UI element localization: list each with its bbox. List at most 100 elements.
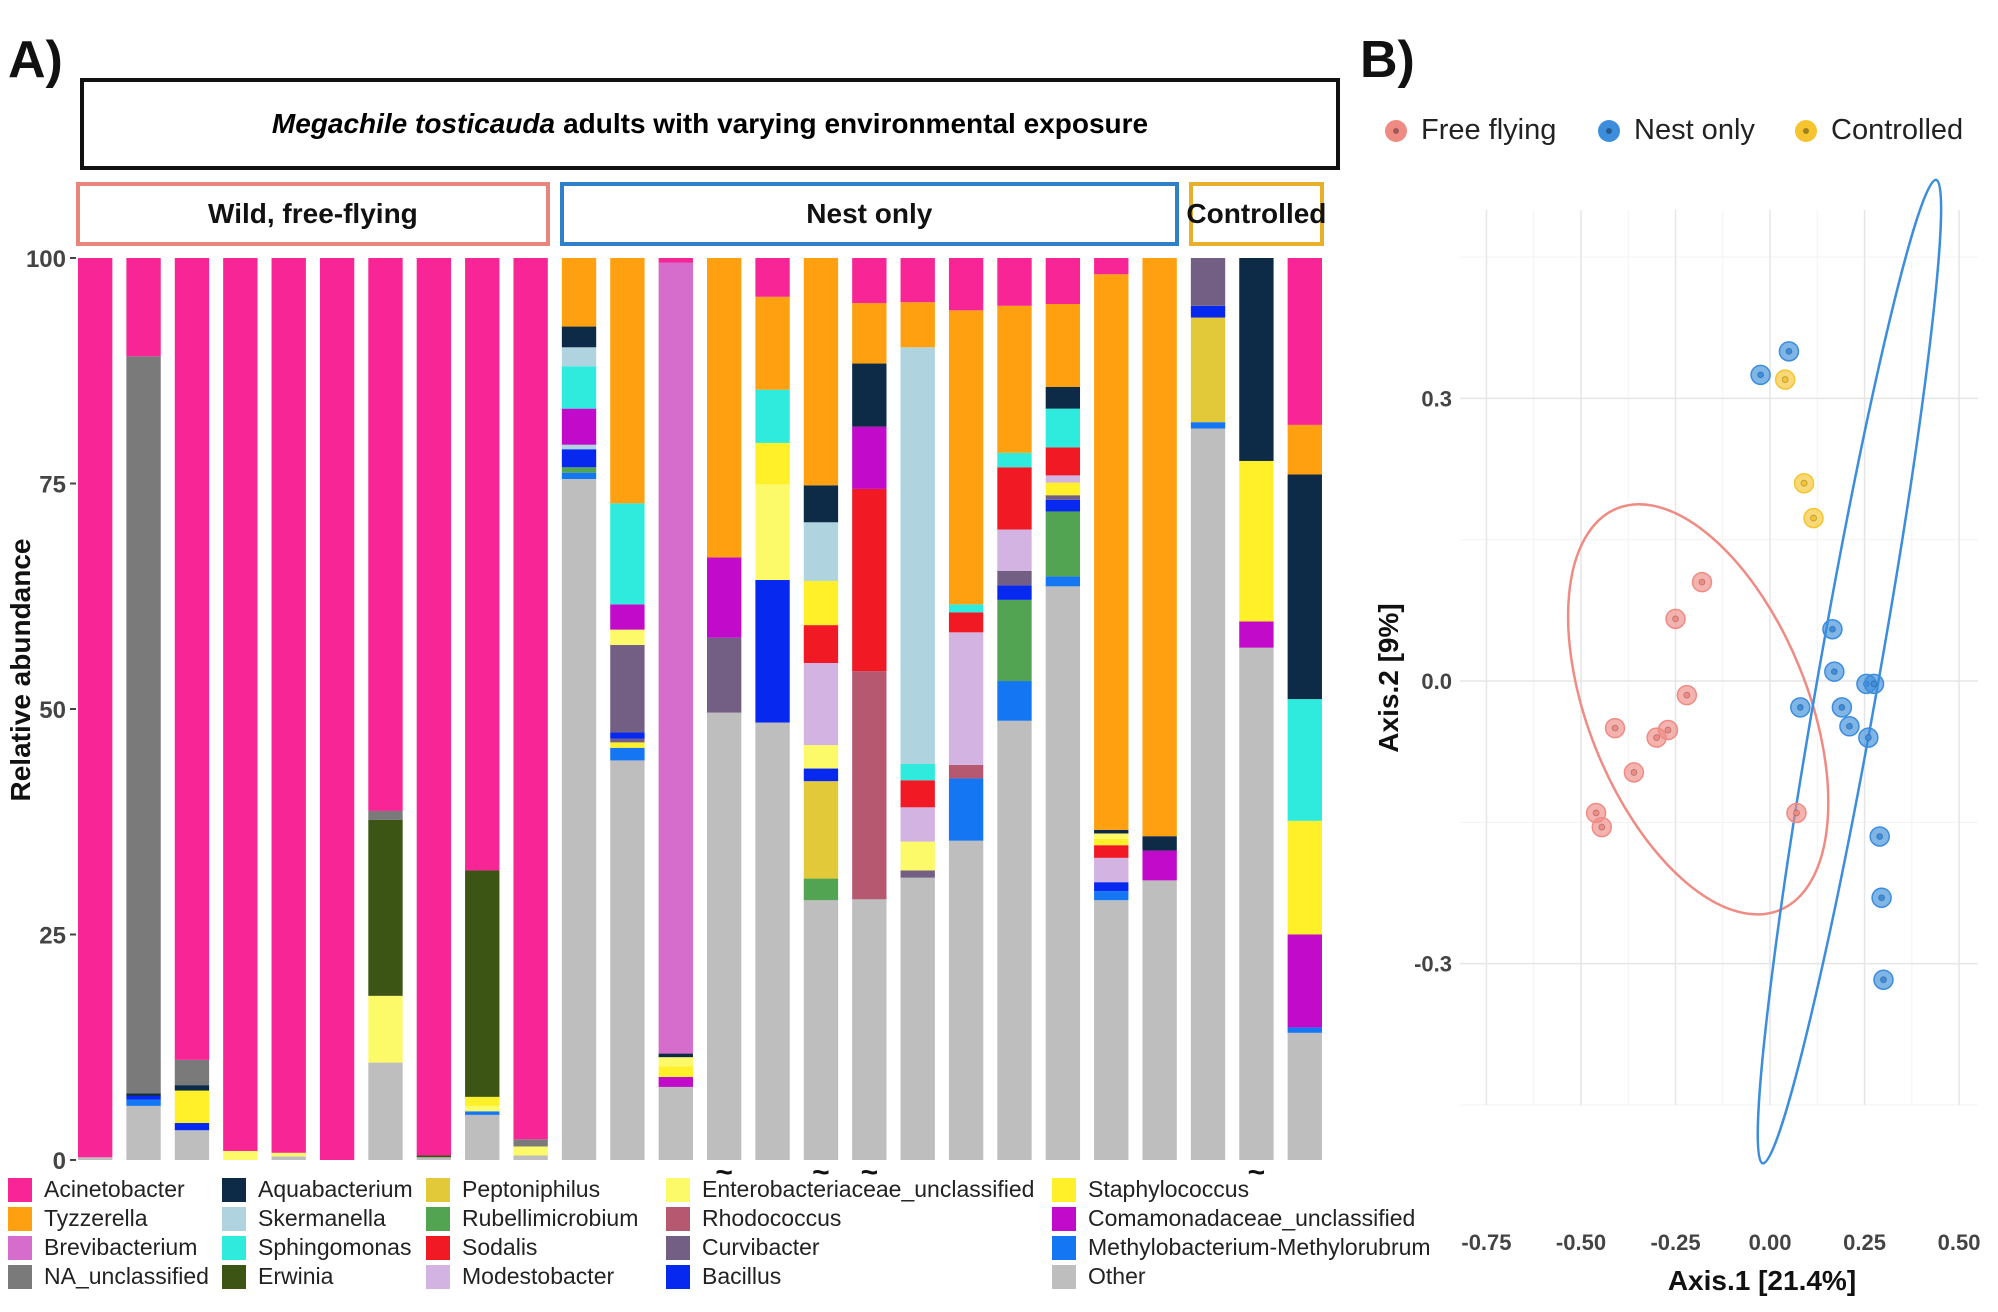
- legend-label: Sodalis: [462, 1234, 538, 1260]
- taxa-legend: Acinetobacter Tyzzerella Brevibacterium NA_…: [0, 1176, 1450, 1306]
- legend-label: Methylobacterium-Methylorubrum: [1088, 1234, 1431, 1260]
- segment-enterobacteriaceae-unclassified: [271, 1152, 306, 1157]
- segment-modestobacter: [803, 662, 839, 746]
- legend-swatch: [8, 1206, 32, 1231]
- bar-10: [513, 258, 548, 1160]
- segment-aquabacterium: [561, 326, 597, 348]
- point-nest-only: [1863, 673, 1885, 695]
- segment-staphylococcus: [1287, 820, 1322, 935]
- segment-skermanella: [561, 444, 597, 450]
- segment-enterobacteriaceae-unclassified: [465, 1105, 500, 1112]
- segment-methylobacterium-methylorubrum: [610, 747, 645, 761]
- segment-other: [368, 1062, 403, 1160]
- segment-other: [900, 877, 935, 1160]
- y-axis: 0 25 50 75 100: [26, 246, 76, 1175]
- bar-1: [78, 258, 113, 1160]
- segment-tyzzerella: [1287, 424, 1322, 475]
- legend-nest-only-label: Nest only: [1634, 114, 1755, 146]
- segment-sphingomonas: [610, 503, 645, 605]
- y-tick-label: 100: [26, 246, 66, 273]
- segment-curvibacter: [1190, 258, 1226, 306]
- segment-tyzzerella: [1045, 304, 1081, 387]
- segment-sphingomonas: [900, 764, 935, 781]
- tilde-markers: ~ ~ ~ ~: [715, 1156, 1265, 1189]
- legend-swatch: [1052, 1264, 1076, 1289]
- points: [1585, 341, 1894, 990]
- legend-item-erwinia: Erwinia: [222, 1263, 333, 1290]
- segment-other: [610, 760, 645, 1160]
- bar-14: [707, 258, 742, 1160]
- tilde-marker: ~: [1248, 1156, 1266, 1189]
- legend-free-flying-label: Free flying: [1421, 114, 1557, 146]
- segment-bacillus: [561, 449, 597, 468]
- segment-methylobacterium-methylorubrum: [948, 778, 984, 841]
- legend-controlled: Controlled: [1795, 114, 1963, 147]
- segment-comamonadaceae-unclassified: [658, 1077, 693, 1087]
- segment-staphylococcus: [465, 1096, 500, 1106]
- legend-item-rubellimicrobium: Rubellimicrobium: [426, 1205, 638, 1232]
- legend-swatch: [666, 1235, 690, 1260]
- group-header-controlled: Controlled: [1186, 182, 1326, 246]
- point-nest-only: [1824, 661, 1845, 682]
- segment-acinetobacter: [271, 258, 306, 1153]
- segment-aquabacterium: [1045, 386, 1081, 409]
- segment-bacillus: [1094, 882, 1129, 892]
- legend-label: Brevibacterium: [44, 1234, 198, 1260]
- segment-other: [755, 722, 790, 1160]
- segment-bacillus: [803, 768, 839, 782]
- segment-aquabacterium: [1094, 829, 1129, 834]
- tilde-marker: ~: [715, 1156, 733, 1189]
- segment-other: [78, 1157, 113, 1160]
- segment-comamonadaceae-unclassified: [1142, 850, 1177, 881]
- segment-methylobacterium-methylorubrum: [1287, 1027, 1322, 1033]
- segment-other: [271, 1156, 306, 1160]
- legend-swatch: [222, 1206, 246, 1231]
- segment-other: [465, 1114, 500, 1160]
- segment-sodalis: [852, 488, 887, 672]
- segment-rubellimicrobium: [1045, 511, 1081, 577]
- point-free-flying: [1691, 571, 1713, 593]
- segment-sodalis: [948, 612, 984, 633]
- point-free-flying: [1665, 608, 1686, 630]
- bar-25: [1239, 258, 1274, 1160]
- y-tick-label: 0: [53, 1148, 66, 1175]
- x-tick-label: 0.00: [1749, 1230, 1792, 1255]
- bar-5: [271, 258, 306, 1160]
- point-free-flying: [1786, 802, 1807, 824]
- segment-other: [707, 712, 742, 1160]
- segment-tyzzerella: [707, 258, 742, 558]
- legend-swatch: [426, 1177, 450, 1202]
- legend-swatch: [666, 1177, 690, 1202]
- segment-rubellimicrobium: [997, 599, 1032, 682]
- y-tick-label: 0.0: [1421, 669, 1452, 694]
- legend-label: Skermanella: [258, 1205, 386, 1231]
- segment-bacillus: [1190, 305, 1226, 318]
- segment-tyzzerella: [997, 305, 1032, 453]
- legend-swatch: [222, 1264, 246, 1289]
- legend-swatch: [666, 1264, 690, 1289]
- segment-curvibacter: [1045, 495, 1081, 500]
- point-free-flying: [1646, 727, 1667, 748]
- segment-enterobacteriaceae-unclassified: [610, 629, 645, 645]
- segment-peptoniphilus: [803, 781, 839, 879]
- segment-enterobacteriaceae-unclassified: [368, 995, 403, 1063]
- segment-other: [997, 720, 1032, 1160]
- segment-other: [1287, 1032, 1322, 1160]
- segment-other: [1045, 586, 1081, 1160]
- segment-bacillus: [126, 1095, 161, 1100]
- segment-acinetobacter: [948, 258, 984, 311]
- pcoa-scatter-plot: -0.75 -0.50 -0.25 0.00 0.25 0.50 -0.3 0.0 0.3 Ax…: [1373, 178, 1981, 1296]
- x-axis-label: Axis.1 [21.4%]: [1668, 1265, 1856, 1296]
- ellipse-nest-only: [1756, 178, 1943, 1165]
- segment-staphylococcus: [803, 580, 839, 626]
- segment-staphylococcus: [1094, 838, 1129, 846]
- segment-tyzzerella: [561, 258, 597, 327]
- segment-other: [1239, 647, 1274, 1160]
- segment-acinetobacter: [513, 258, 548, 1140]
- legend-item-sodalis: Sodalis: [426, 1234, 537, 1261]
- segment-modestobacter: [1045, 475, 1081, 483]
- legend-label: Staphylococcus: [1088, 1176, 1250, 1202]
- segment-other: [1190, 428, 1226, 1160]
- segment-staphylococcus: [755, 442, 790, 485]
- legend-label: Rubellimicrobium: [462, 1205, 639, 1231]
